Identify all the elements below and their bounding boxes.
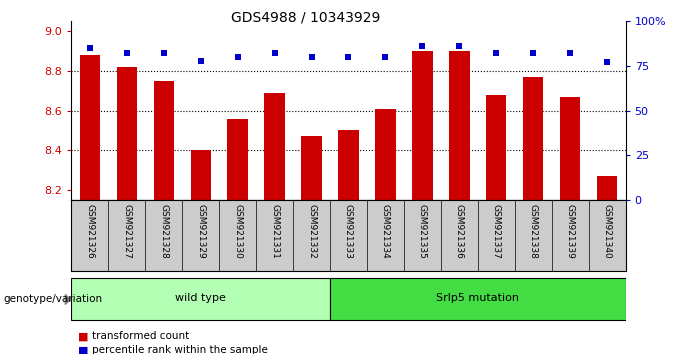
Bar (597, 176, 617, 200)
Text: GSM921335: GSM921335 (418, 204, 427, 258)
Point (195, 58, 206, 63)
FancyBboxPatch shape (71, 278, 330, 320)
Text: wild type: wild type (175, 293, 226, 303)
Point (343, 54, 354, 60)
Bar (523, 77, 543, 200)
Text: GSM921329: GSM921329 (197, 204, 205, 258)
Point (454, 44, 464, 49)
Bar (560, 97, 580, 200)
Bar (449, 51, 469, 200)
Point (158, 51, 169, 56)
Bar (80, 55, 100, 200)
Text: Srlp5 mutation: Srlp5 mutation (437, 293, 520, 303)
Text: GSM921327: GSM921327 (122, 204, 131, 258)
Point (269, 51, 280, 56)
Text: GSM921336: GSM921336 (455, 204, 464, 258)
Text: GSM921334: GSM921334 (381, 204, 390, 258)
Text: GSM921331: GSM921331 (270, 204, 279, 258)
Point (232, 54, 243, 60)
Text: GSM921337: GSM921337 (492, 204, 500, 258)
Text: GDS4988 / 10343929: GDS4988 / 10343929 (231, 11, 381, 25)
Bar (190, 150, 211, 200)
Point (528, 51, 539, 56)
Bar (339, 131, 358, 200)
Bar (265, 93, 285, 200)
Bar (301, 136, 322, 200)
Bar (375, 109, 396, 200)
Bar (228, 119, 248, 200)
Point (602, 59, 613, 65)
Text: GSM921332: GSM921332 (307, 204, 316, 258)
Point (84, 45, 95, 51)
Text: GSM921339: GSM921339 (566, 204, 575, 258)
Text: GSM921328: GSM921328 (159, 204, 168, 258)
Bar (486, 95, 507, 200)
Text: GSM921326: GSM921326 (86, 204, 95, 258)
Point (417, 44, 428, 49)
Bar (154, 81, 174, 200)
Point (380, 54, 391, 60)
FancyBboxPatch shape (330, 278, 626, 320)
Text: GSM921340: GSM921340 (602, 204, 611, 258)
Text: GSM921333: GSM921333 (344, 204, 353, 258)
Point (121, 51, 132, 56)
Text: GSM921338: GSM921338 (529, 204, 538, 258)
Bar (412, 51, 432, 200)
Point (491, 51, 502, 56)
Point (306, 54, 317, 60)
Text: GSM921330: GSM921330 (233, 204, 242, 258)
Point (564, 51, 575, 56)
Text: ■: ■ (78, 346, 88, 354)
Text: genotype/variation: genotype/variation (3, 294, 103, 304)
Text: percentile rank within the sample: percentile rank within the sample (92, 346, 268, 354)
Text: ■: ■ (78, 331, 88, 341)
Polygon shape (65, 295, 71, 304)
Bar (117, 67, 137, 200)
Text: transformed count: transformed count (92, 331, 189, 341)
